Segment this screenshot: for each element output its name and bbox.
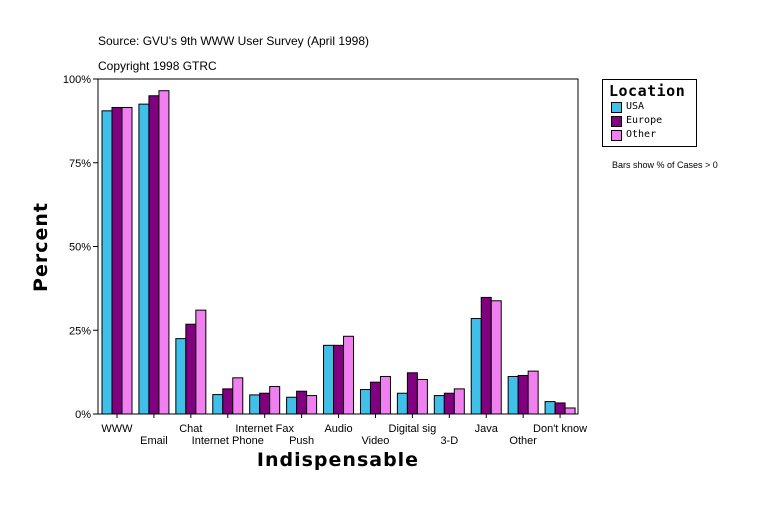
y-tick-label: 0%: [75, 409, 91, 421]
y-tick-label: 50%: [69, 242, 91, 254]
x-tick-label: Java: [475, 423, 499, 435]
bar-usa: [507, 375, 519, 415]
x-tick-label: Video: [361, 435, 389, 447]
copyright-line: Copyright 1998 GTRC: [98, 59, 217, 73]
bar-usa: [212, 394, 224, 415]
bar-other: [232, 377, 244, 415]
bar-other: [564, 407, 576, 415]
bar-europe: [148, 95, 160, 415]
bar-other: [490, 300, 502, 415]
bar-other: [453, 388, 465, 415]
bar-europe: [554, 402, 566, 415]
bar-other: [269, 386, 281, 415]
x-tick-label: Audio: [324, 423, 352, 435]
bar-usa: [433, 395, 445, 415]
bar-usa: [323, 344, 335, 415]
bar-usa: [544, 401, 556, 415]
bar-usa: [101, 110, 113, 415]
bars-note: Bars show % of Cases > 0: [612, 160, 718, 170]
bar-europe: [222, 388, 234, 415]
bar-other: [121, 106, 133, 415]
bar-europe: [259, 392, 271, 415]
bar-europe: [480, 296, 492, 415]
bar-europe: [369, 381, 381, 415]
x-tick-label: Internet Phone: [192, 435, 264, 447]
bar-usa: [359, 389, 371, 415]
bar-usa: [175, 338, 187, 415]
legend-swatch-other: [611, 130, 622, 141]
bar-europe: [517, 374, 529, 415]
legend-title: Location: [609, 82, 686, 100]
y-tick-label: 75%: [69, 158, 91, 170]
legend-label-usa: USA: [626, 101, 645, 112]
x-tick-label: Don't know: [533, 423, 587, 435]
legend-label-europe: Europe: [626, 115, 663, 126]
bar-europe: [111, 106, 123, 415]
legend-label-other: Other: [626, 129, 657, 140]
y-tick-label: 100%: [63, 74, 91, 86]
legend-swatch-usa: [611, 102, 622, 113]
bar-other: [343, 335, 355, 415]
bar-europe: [333, 344, 345, 415]
bar-europe: [406, 372, 418, 415]
legend: Location USA Europe Other: [602, 79, 697, 147]
x-tick-label: Chat: [179, 423, 202, 435]
bar-europe: [185, 323, 197, 415]
bar-europe: [296, 390, 308, 415]
x-tick-label: Internet Fax: [235, 423, 294, 435]
x-tick-label: Email: [140, 435, 168, 447]
y-tick-label: 25%: [69, 325, 91, 337]
bar-other: [416, 378, 428, 415]
x-tick-label: Digital sig: [389, 423, 437, 435]
x-axis-title: Indispensable: [257, 449, 419, 471]
x-tick-label: 3-D: [440, 435, 458, 447]
bar-other: [158, 90, 170, 415]
legend-swatch-europe: [611, 116, 622, 127]
bar-other: [195, 309, 207, 415]
bar-other: [379, 375, 391, 415]
bar-other: [306, 395, 318, 415]
bar-usa: [396, 392, 408, 415]
y-axis-title: Percent: [30, 202, 52, 292]
bar-usa: [286, 396, 298, 415]
x-tick-label: Push: [289, 435, 314, 447]
bar-usa: [249, 394, 261, 415]
bar-europe: [443, 392, 455, 415]
bar-usa: [470, 318, 482, 415]
bar-usa: [138, 103, 150, 415]
x-tick-label: WWW: [101, 423, 133, 435]
bar-other: [527, 370, 539, 415]
x-tick-label: Other: [509, 435, 537, 447]
source-line: Source: GVU's 9th WWW User Survey (April…: [98, 34, 370, 48]
